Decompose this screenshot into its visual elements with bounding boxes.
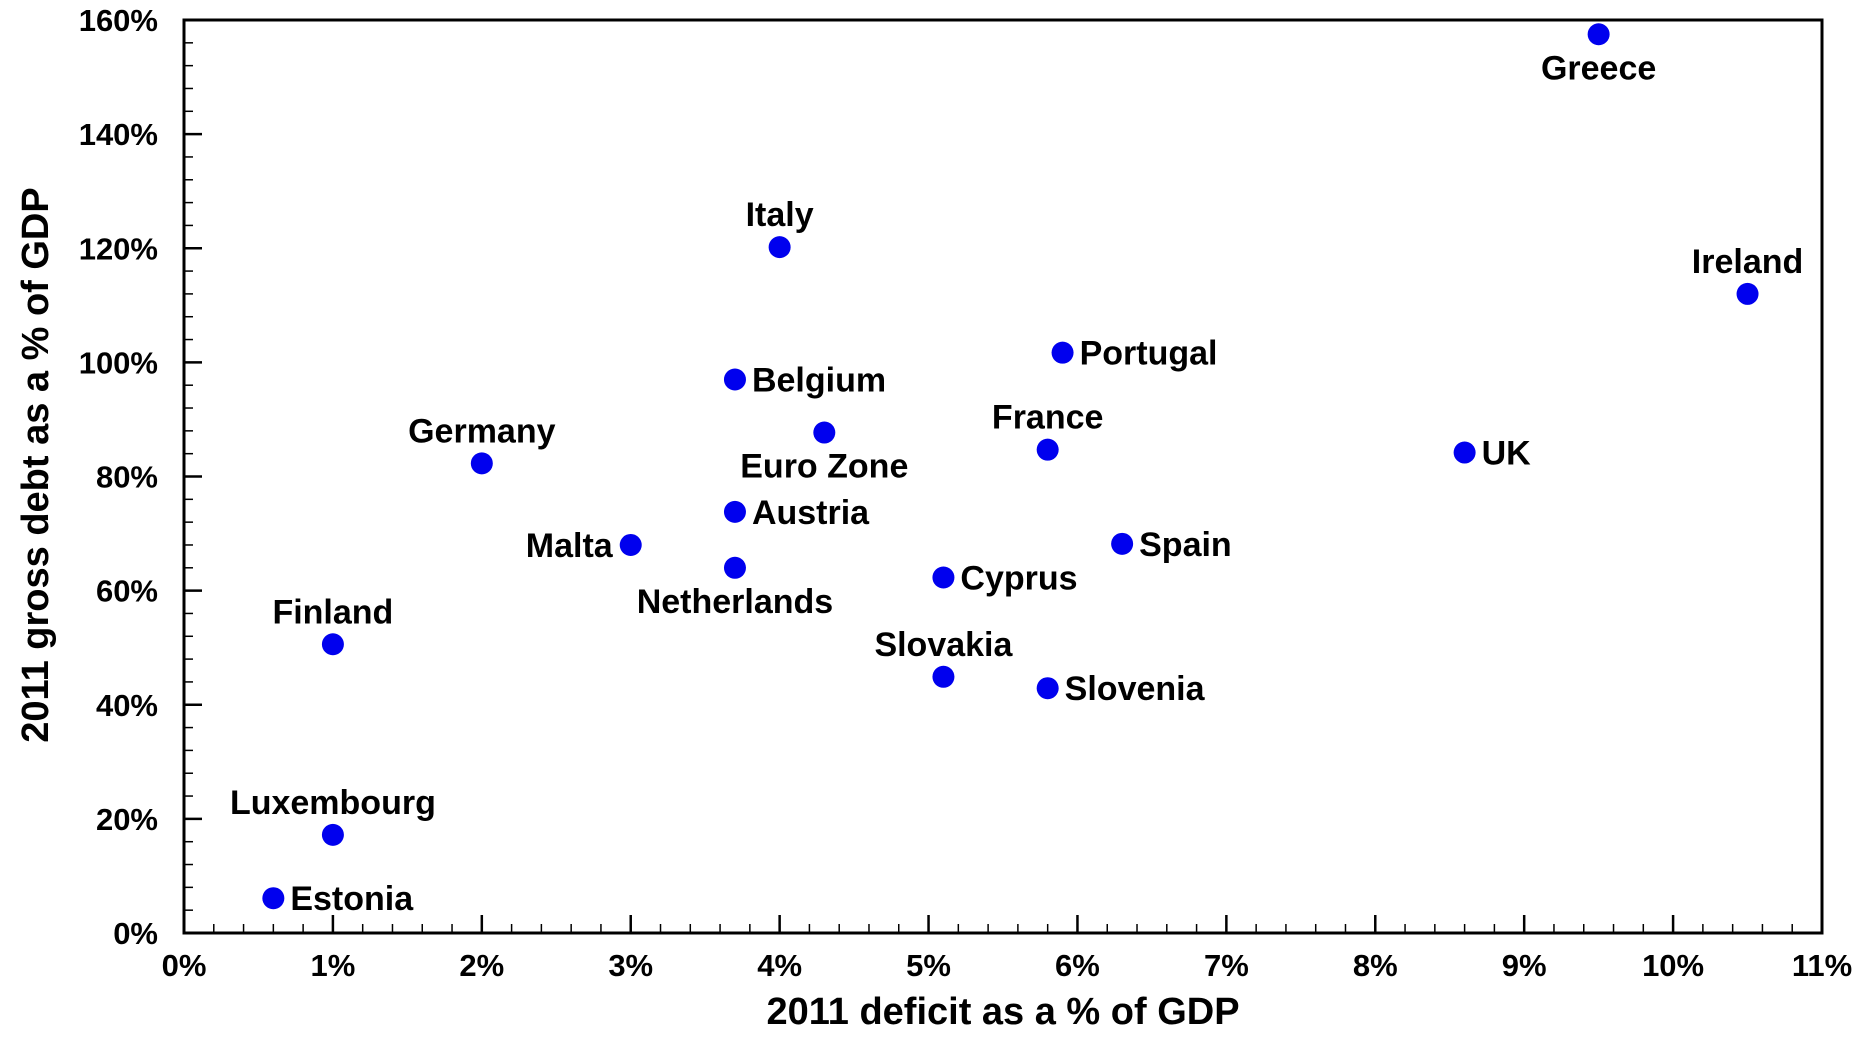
data-point-label: Finland [272,593,393,631]
y-axis-title: 2011 gross debt as a % of GDP [15,187,57,742]
data-point-label: Malta [526,527,614,565]
data-point [932,566,955,589]
data-point [813,421,836,444]
x-tick-label: 2% [459,948,504,983]
data-point [1036,438,1059,461]
x-tick-label: 5% [906,948,951,983]
plot-area-frame [182,18,1824,935]
x-tick-label: 8% [1353,948,1398,983]
data-point-label: Slovenia [1065,670,1206,708]
data-point-label: France [992,399,1104,437]
data-point [1587,23,1610,46]
x-tick-label: 7% [1204,948,1249,983]
data-point [619,533,642,556]
x-tick-label: 9% [1502,948,1547,983]
data-points [262,23,1759,910]
data-point [768,236,791,259]
y-tick-label: 160% [79,3,158,38]
y-tick-label: 80% [96,460,158,495]
data-point [723,556,746,579]
x-tick-label: 6% [1055,948,1100,983]
data-point [1453,441,1476,464]
data-point-label: Euro Zone [740,448,908,486]
y-tick-label: 40% [96,688,158,723]
y-tick-label: 20% [96,802,158,837]
data-point-label: Austria [752,494,870,532]
data-point-label: Portugal [1080,335,1218,373]
x-tick-label: 0% [162,948,207,983]
data-point [1036,677,1059,700]
data-point-label: Netherlands [637,583,834,621]
data-point-label: Belgium [752,361,886,399]
x-tick-label: 11% [1792,948,1852,983]
data-point [470,452,493,475]
x-tick-label: 4% [757,948,802,983]
data-point-label: Germany [408,412,555,450]
data-point [262,887,285,910]
y-tick-label: 100% [79,345,158,380]
data-point [723,368,746,391]
data-point [932,665,955,688]
data-point-label: Luxembourg [230,784,436,822]
data-point-label: Spain [1139,526,1232,564]
x-tick-label: 10% [1642,948,1704,983]
data-point-label: Estonia [290,880,414,918]
y-tick-label: 120% [79,231,158,266]
y-tick-label: 0% [113,916,158,951]
x-tick-label: 1% [311,948,356,983]
data-point-label: Ireland [1692,243,1803,281]
data-point-label: Slovakia [874,626,1013,664]
data-point [1736,282,1759,305]
data-point-label: Greece [1541,49,1656,87]
data-point [1051,341,1074,364]
data-point-label: UK [1482,435,1532,473]
data-point [321,633,344,656]
data-point [723,500,746,523]
data-point-label: Cyprus [960,560,1077,598]
y-tick-label: 60% [96,574,158,609]
data-point-label: Italy [746,196,814,234]
y-axis-tick-labels: 0% 20% 40% 60% 80% 100% 120% 140% 160% [79,3,158,951]
data-point [321,823,344,846]
x-tick-label: 3% [608,948,653,983]
y-tick-label: 140% [79,117,158,152]
x-axis-tick-labels: 0% 1% 2% 3% 4% 5% 6% 7% 8% 9% 10% 11% [162,948,1853,983]
data-point [1111,532,1134,555]
data-point-labels: Greece Ireland Italy Portugal Belgium Euro Zo… [230,49,1803,918]
x-axis-title: 2011 deficit as a % of GDP [766,991,1239,1033]
